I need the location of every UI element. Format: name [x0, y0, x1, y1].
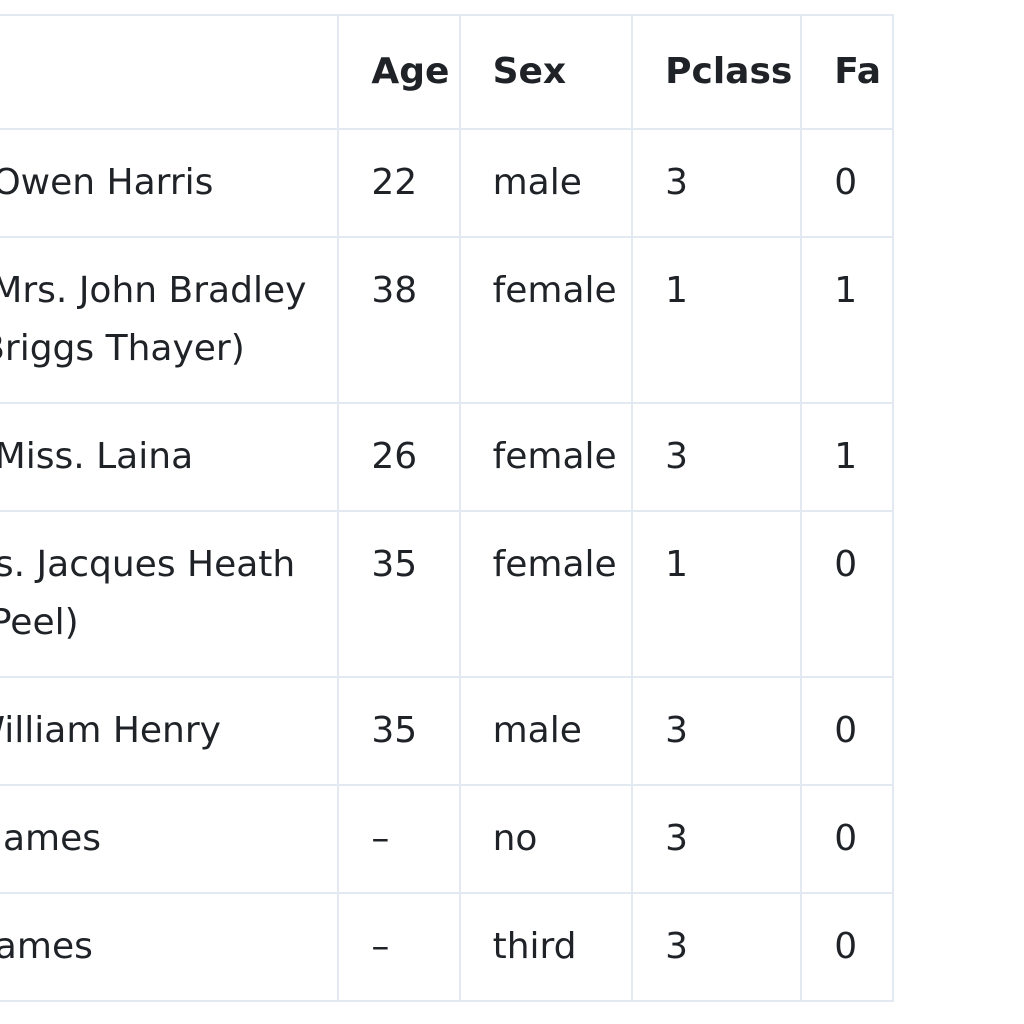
cell-name: ngs, Mrs. John Bradley nce Briggs Thayer… — [0, 236, 340, 404]
header-name[interactable] — [0, 14, 340, 130]
cell-sex: female — [458, 510, 634, 678]
cell-name-line1: e, Mrs. Jacques Heath — [0, 544, 296, 585]
cell-fare: 0 — [800, 128, 894, 238]
cell-pclass: 1 — [631, 510, 803, 678]
cell-name-line1: Mr. William Henry — [0, 710, 221, 751]
table-row: ngs, Mrs. John Bradley nce Briggs Thayer… — [0, 236, 894, 404]
cell-fare: 0 — [800, 784, 894, 894]
header-sex[interactable]: Sex — [458, 14, 634, 130]
cell-fare: 0 — [800, 676, 894, 786]
cell-pclass: 3 — [631, 128, 803, 238]
table-row: , Mr. Owen Harris 22 male 3 0 — [0, 128, 894, 238]
cell-age: 38 — [337, 236, 461, 404]
cell-pclass: 3 — [631, 676, 803, 786]
header-age[interactable]: Age — [337, 14, 461, 130]
cell-age: – — [337, 892, 461, 1002]
cell-name-line1: nen, Miss. Laina — [0, 436, 194, 477]
header-fare[interactable]: Fa — [800, 14, 894, 130]
cell-fare: 0 — [800, 892, 894, 1002]
cell-pclass: 3 — [631, 784, 803, 894]
cell-age: 26 — [337, 402, 461, 512]
table-row: , Mr James – third 3 0 — [0, 892, 894, 1002]
header-row: Age Sex Pclass Fa — [0, 14, 894, 130]
table-row: nen, Miss. Laina 26 female 3 1 — [0, 402, 894, 512]
cell-sex: no — [458, 784, 634, 894]
cell-age: 35 — [337, 676, 461, 786]
cell-fare: 1 — [800, 402, 894, 512]
cell-pclass: 1 — [631, 236, 803, 404]
cell-name: Mr. William Henry — [0, 676, 340, 786]
cell-sex: male — [458, 128, 634, 238]
cell-name: , Mr James — [0, 892, 340, 1002]
cell-age: 22 — [337, 128, 461, 238]
cell-name: , Mr. James — [0, 784, 340, 894]
cell-name-line1: , Mr. Owen Harris — [0, 162, 214, 203]
cell-pclass: 3 — [631, 402, 803, 512]
cell-fare: 1 — [800, 236, 894, 404]
cell-age: 35 — [337, 510, 461, 678]
table-row: e, Mrs. Jacques Heath May Peel) 35 femal… — [0, 510, 894, 678]
cell-fare: 0 — [800, 510, 894, 678]
cell-sex: female — [458, 402, 634, 512]
cell-name: , Mr. Owen Harris — [0, 128, 340, 238]
cell-sex: female — [458, 236, 634, 404]
cell-sex: third — [458, 892, 634, 1002]
cell-pclass: 3 — [631, 892, 803, 1002]
cell-name-line2: May Peel) — [0, 602, 79, 643]
cell-name-line2: nce Briggs Thayer) — [0, 328, 245, 369]
cell-name-line1: , Mr James — [0, 926, 93, 967]
cell-name: e, Mrs. Jacques Heath May Peel) — [0, 510, 340, 678]
cell-name-line1: ngs, Mrs. John Bradley — [0, 270, 307, 311]
header-pclass[interactable]: Pclass — [631, 14, 803, 130]
table-row: Mr. William Henry 35 male 3 0 — [0, 676, 894, 786]
passenger-table: Age Sex Pclass Fa , Mr. Owen Harris 22 m… — [0, 14, 894, 1002]
cell-sex: male — [458, 676, 634, 786]
table-row: , Mr. James – no 3 0 — [0, 784, 894, 894]
cell-name-line1: , Mr. James — [0, 818, 101, 859]
cell-age: – — [337, 784, 461, 894]
cell-name: nen, Miss. Laina — [0, 402, 340, 512]
